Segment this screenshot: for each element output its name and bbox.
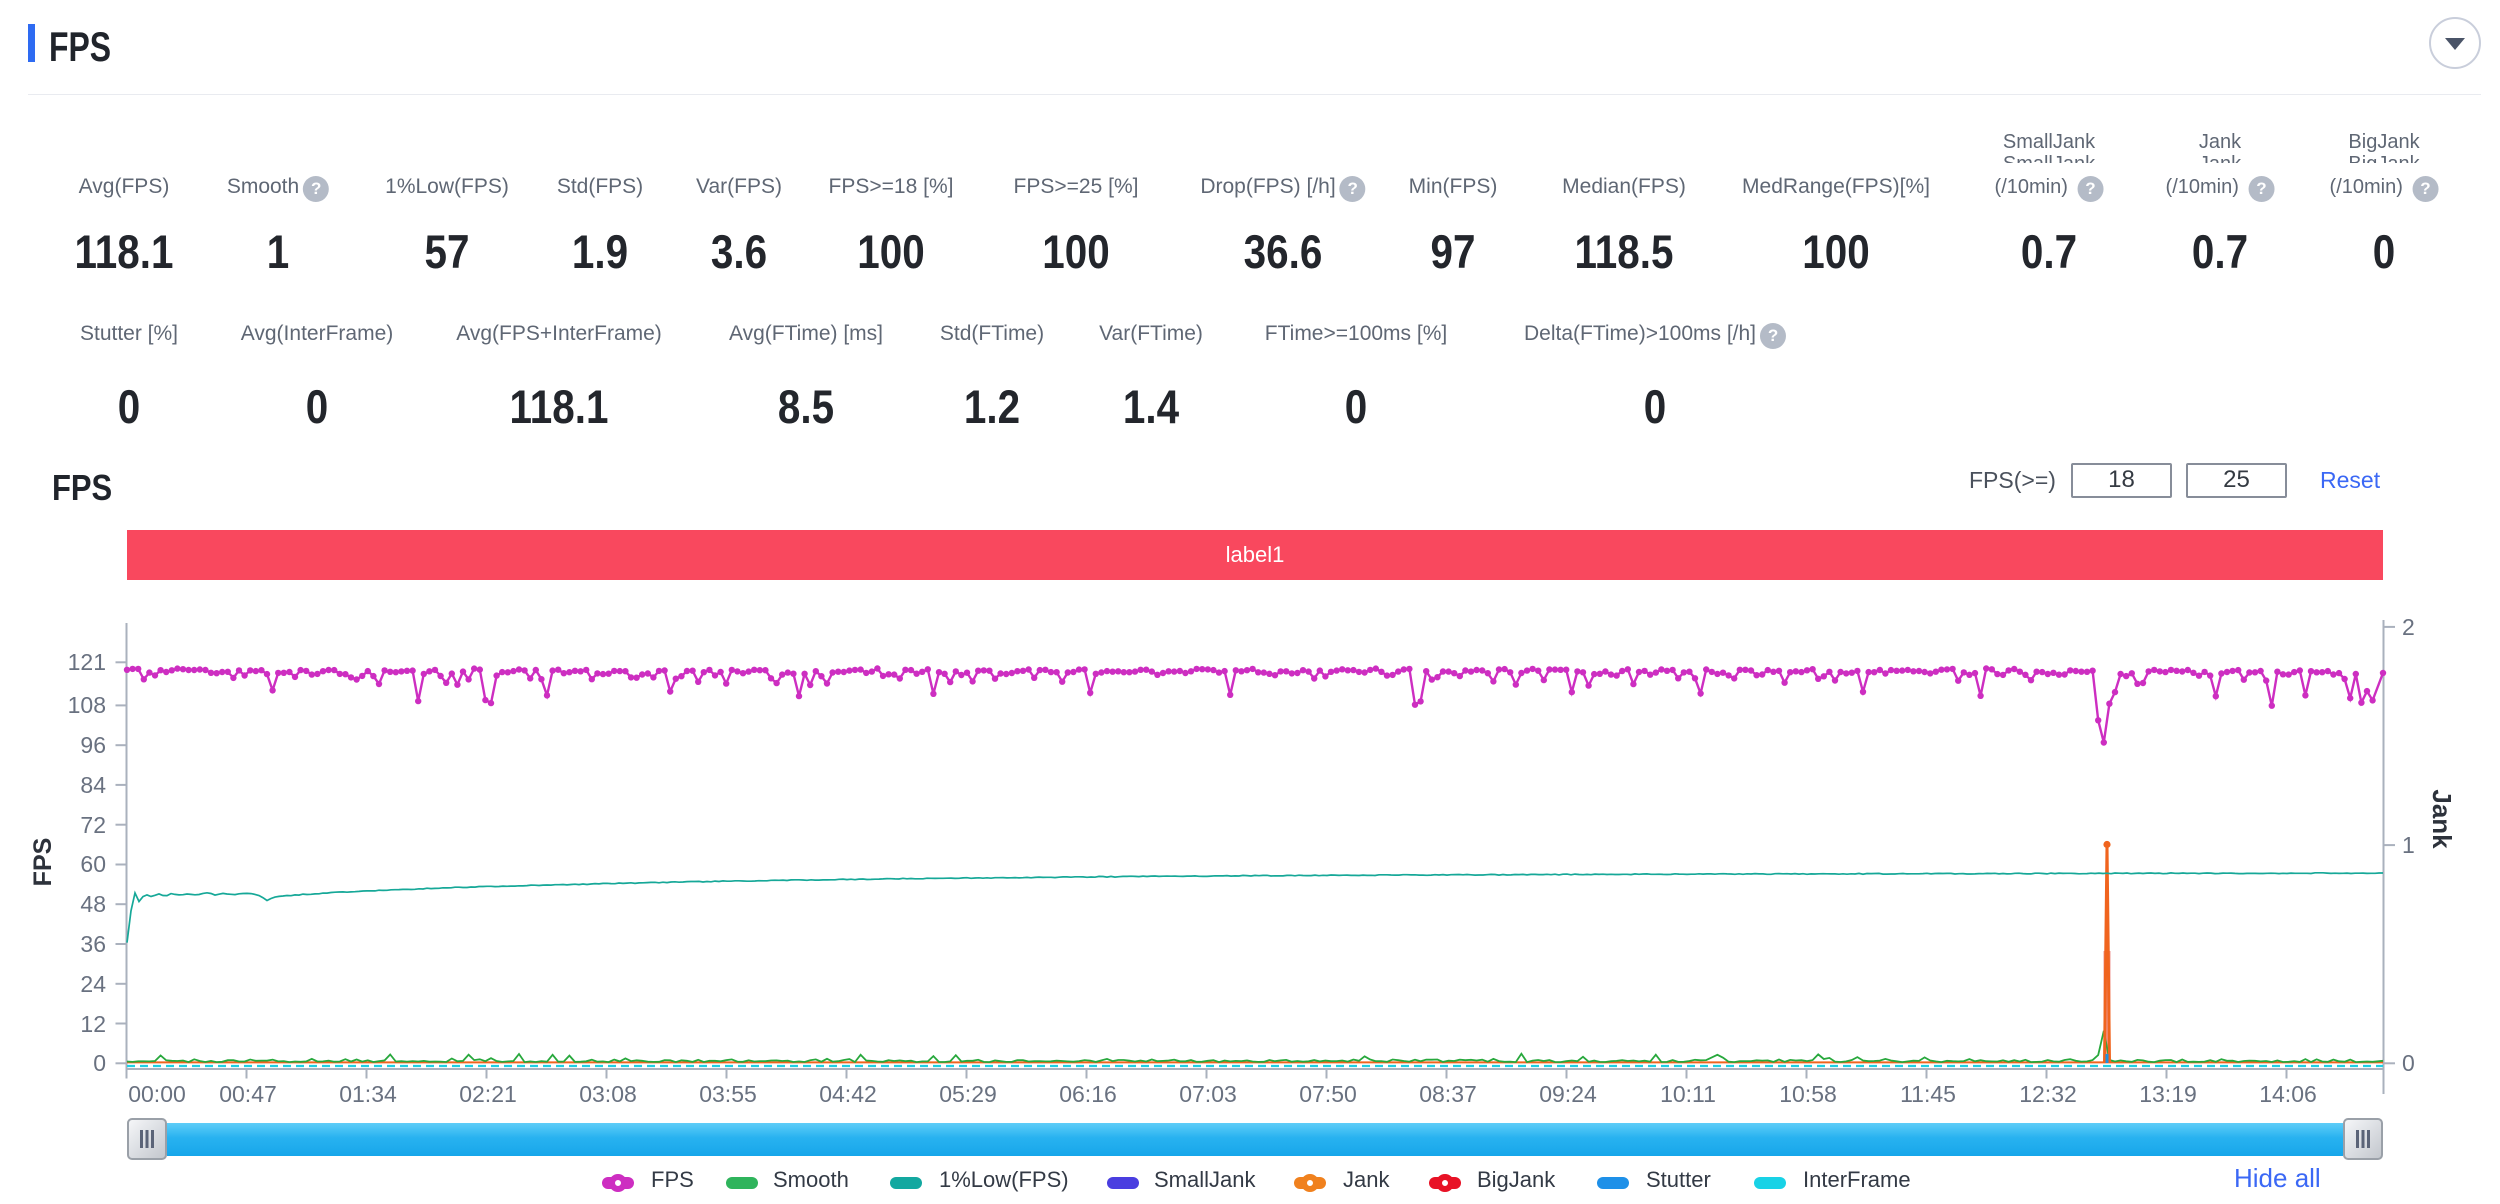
svg-text:07:50: 07:50 [1299,1081,1357,1107]
svg-text:0: 0 [2402,1050,2415,1076]
svg-text:108: 108 [68,692,106,718]
svg-text:0: 0 [93,1050,106,1076]
svg-text:10:11: 10:11 [1660,1081,1716,1107]
svg-text:07:03: 07:03 [1179,1081,1237,1107]
svg-text:03:08: 03:08 [579,1081,637,1107]
svg-text:08:37: 08:37 [1419,1081,1477,1107]
svg-text:12:32: 12:32 [2019,1081,2077,1107]
svg-text:36: 36 [80,931,106,957]
svg-text:FPS: FPS [29,838,57,887]
svg-text:48: 48 [80,891,106,917]
svg-text:Jank: Jank [2427,789,2457,849]
svg-text:14:06: 14:06 [2259,1081,2317,1107]
svg-text:72: 72 [80,812,106,838]
svg-text:13:19: 13:19 [2139,1081,2197,1107]
svg-text:11:45: 11:45 [1900,1081,1956,1107]
svg-text:06:16: 06:16 [1059,1081,1117,1107]
svg-text:05:29: 05:29 [939,1081,997,1107]
svg-text:1: 1 [2402,832,2415,858]
svg-text:60: 60 [80,851,106,877]
svg-text:24: 24 [80,971,106,997]
svg-text:00:47: 00:47 [219,1081,277,1107]
svg-text:10:58: 10:58 [1779,1081,1837,1107]
svg-text:121: 121 [68,649,106,675]
svg-text:03:55: 03:55 [699,1081,757,1107]
svg-text:09:24: 09:24 [1539,1081,1597,1107]
svg-text:2: 2 [2402,614,2415,640]
svg-text:12: 12 [80,1011,106,1037]
svg-text:00:00: 00:00 [128,1081,186,1107]
svg-text:02:21: 02:21 [459,1081,517,1107]
svg-text:01:34: 01:34 [339,1081,397,1107]
svg-text:04:42: 04:42 [819,1081,877,1107]
svg-text:84: 84 [80,772,106,798]
svg-text:96: 96 [80,732,106,758]
